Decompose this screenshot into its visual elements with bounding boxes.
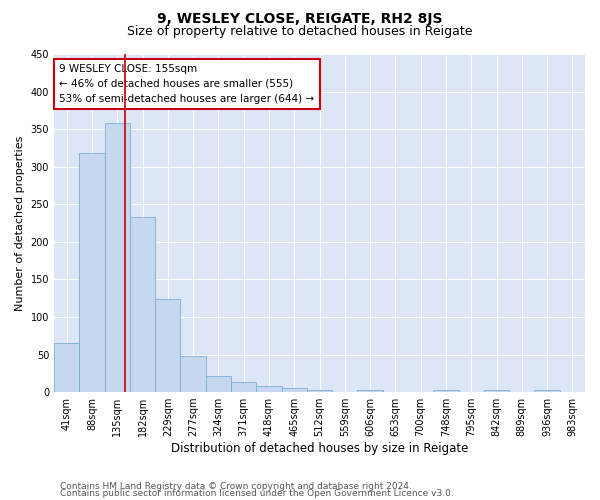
Bar (206, 376, 231, 392)
Bar (433, 390, 458, 392)
Bar (79, 153, 104, 392)
Y-axis label: Number of detached properties: Number of detached properties (15, 136, 25, 310)
Bar (535, 390, 560, 392)
Bar (130, 217, 155, 392)
Text: Contains HM Land Registry data © Crown copyright and database right 2024.: Contains HM Land Registry data © Crown c… (60, 482, 412, 491)
Bar (484, 390, 509, 392)
Bar (358, 390, 383, 392)
X-axis label: Distribution of detached houses by size in Reigate: Distribution of detached houses by size … (171, 442, 468, 455)
Bar (155, 299, 181, 392)
Bar (54, 343, 79, 392)
Bar (181, 356, 206, 392)
Bar (231, 382, 256, 392)
Text: 9, WESLEY CLOSE, REIGATE, RH2 8JS: 9, WESLEY CLOSE, REIGATE, RH2 8JS (157, 12, 443, 26)
Bar (307, 390, 332, 392)
Text: Contains public sector information licensed under the Open Government Licence v3: Contains public sector information licen… (60, 489, 454, 498)
Bar (256, 386, 281, 392)
Text: 9 WESLEY CLOSE: 155sqm
← 46% of detached houses are smaller (555)
53% of semi-de: 9 WESLEY CLOSE: 155sqm ← 46% of detached… (59, 64, 314, 104)
Bar (104, 123, 130, 392)
Text: Size of property relative to detached houses in Reigate: Size of property relative to detached ho… (127, 25, 473, 38)
Bar (281, 388, 307, 392)
